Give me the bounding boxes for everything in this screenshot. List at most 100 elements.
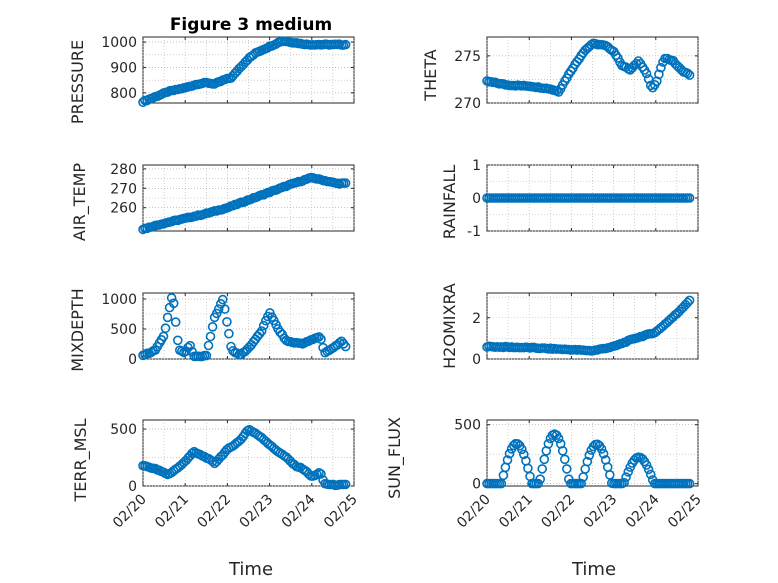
x-tick-label: 02/25 <box>321 492 361 532</box>
data-point <box>162 312 173 323</box>
data-markers <box>138 36 351 107</box>
data-point <box>561 464 572 474</box>
data-point <box>316 469 326 479</box>
x-tick-label: 02/25 <box>665 492 705 532</box>
data-point <box>170 317 181 327</box>
data-point <box>584 450 595 461</box>
data-point <box>582 456 593 467</box>
x-tick-label: 02/22 <box>194 492 234 532</box>
data-point <box>508 440 519 451</box>
y-tick-label: 1 <box>472 158 481 174</box>
y-tick-label: 0 <box>472 352 481 368</box>
x-tick-label: 02/21 <box>152 492 192 532</box>
y-tick-label: 0 <box>128 479 137 495</box>
y-tick-label: -1 <box>467 224 481 240</box>
y-tick-label: 800 <box>110 86 137 102</box>
rainfall-ylabel: RAINFALL <box>440 165 459 240</box>
pressure-axes: 800 900 1000 PRESSURE <box>68 35 355 124</box>
data-point <box>340 341 351 352</box>
data-point <box>645 469 656 480</box>
data-point <box>207 321 218 332</box>
terrmsl-xlabel: Time <box>228 559 273 580</box>
x-tick-label: 02/24 <box>279 491 319 531</box>
x-tick-label: 02/20 <box>110 492 150 532</box>
data-point <box>537 464 548 474</box>
data-point <box>516 444 527 455</box>
data-point <box>656 62 666 73</box>
data-point <box>168 298 179 309</box>
data-point <box>684 295 695 306</box>
data-point <box>314 332 324 342</box>
data-point <box>559 454 570 465</box>
sunflux-ylabel: SUN_FLUX <box>385 417 405 499</box>
data-point <box>205 331 216 342</box>
data-point <box>213 304 224 314</box>
data-markers <box>138 172 351 235</box>
data-point <box>557 445 568 456</box>
data-point <box>684 193 695 203</box>
x-tick-label: 02/23 <box>237 492 277 532</box>
pressure-ylabel: PRESSURE <box>68 40 87 124</box>
data-point <box>211 308 222 319</box>
data-point <box>596 444 607 454</box>
data-point <box>258 320 269 331</box>
rainfall-axes: -1 0 1 RAINFALL <box>440 158 699 240</box>
data-point <box>684 70 695 80</box>
x-tick-label: 02/20 <box>454 492 494 532</box>
data-markers <box>138 293 351 362</box>
sunflux-xlabel: Time <box>571 559 616 580</box>
y-tick-label: 500 <box>110 322 137 338</box>
x-tick-label: 02/24 <box>623 491 663 531</box>
x-tick-label: 02/22 <box>538 492 578 532</box>
data-point <box>203 340 214 351</box>
y-tick-label: 0 <box>128 352 137 368</box>
y-tick-label: 260 <box>110 201 137 217</box>
data-markers <box>482 38 695 97</box>
data-point <box>684 478 695 489</box>
mixdepth-axes: 0 500 1000 MIXDEPTH <box>68 288 355 372</box>
data-point <box>218 294 228 305</box>
airtemp-ylabel: AIR_TEMP <box>70 163 90 241</box>
airtemp-axes: 260 270 280 AIR_TEMP <box>70 162 355 241</box>
mixdepth-ylabel: MIXDEPTH <box>68 288 87 371</box>
data-point <box>160 323 171 334</box>
data-point <box>518 449 529 460</box>
data-point <box>553 433 564 444</box>
data-point <box>207 456 218 467</box>
data-point <box>641 460 652 470</box>
data-point <box>173 335 183 346</box>
data-point <box>502 455 513 465</box>
data-point <box>598 448 609 459</box>
theta-ylabel: THETA <box>421 49 440 101</box>
y-tick-label: 270 <box>454 96 481 112</box>
y-tick-label: 2 <box>472 311 481 327</box>
y-tick-label: 0 <box>472 477 481 493</box>
data-point <box>543 438 554 449</box>
h2omixra-axes: 0 2 H2OMIXRA <box>440 283 699 369</box>
y-tick-label: 0 <box>472 191 481 207</box>
data-point <box>220 304 230 314</box>
data-point <box>246 194 257 204</box>
data-point <box>539 454 550 465</box>
figure-title: Figure 3 medium <box>170 15 332 35</box>
data-point <box>316 334 326 345</box>
data-point <box>623 467 634 477</box>
x-tick-label: 02/23 <box>581 492 621 532</box>
h2omixra-ylabel: H2OMIXRA <box>440 283 459 369</box>
data-point <box>222 316 232 327</box>
data-point <box>256 326 267 336</box>
x-tick-label: 02/21 <box>496 492 536 532</box>
terrmsl-ylabel: TERR_MSL <box>71 418 91 502</box>
data-point <box>641 68 652 79</box>
data-point <box>312 469 322 480</box>
y-tick-label: 280 <box>110 162 137 178</box>
data-point <box>643 464 654 475</box>
data-point <box>621 472 631 482</box>
terrmsl-axes: 0 500 02/20 02/21 02/22 02/23 02/24 02/25 TERR_… <box>71 418 361 580</box>
data-point <box>535 474 546 485</box>
data-point <box>682 68 693 79</box>
data-point <box>166 293 177 303</box>
data-point <box>619 477 629 488</box>
y-tick-label: 500 <box>110 422 137 438</box>
y-tick-label: 1000 <box>101 292 137 308</box>
